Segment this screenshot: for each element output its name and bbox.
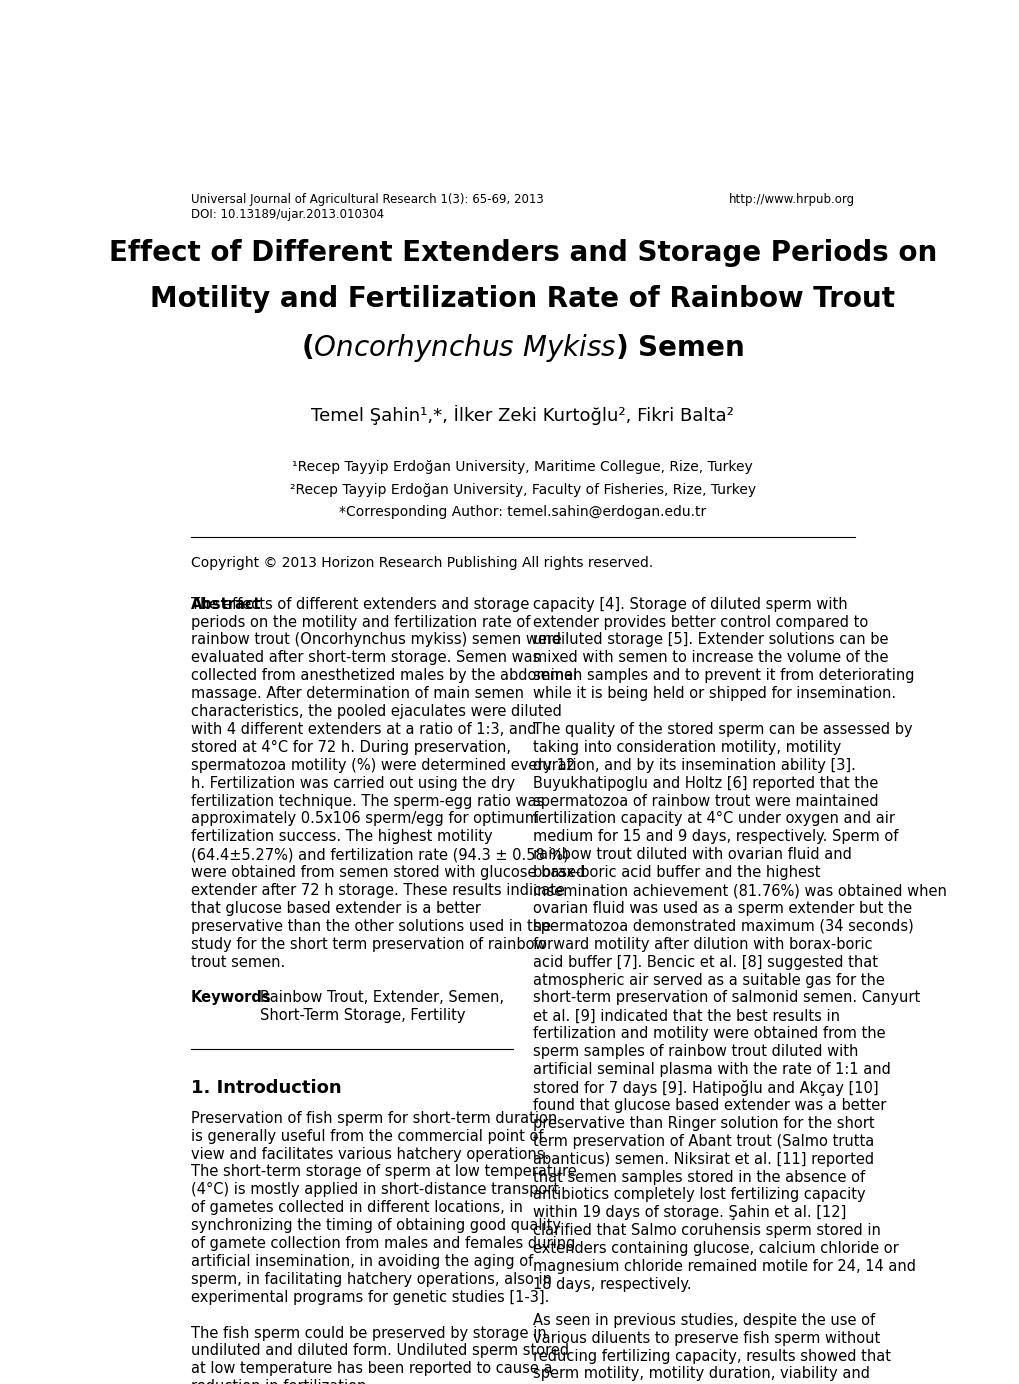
Text: stored for 7 days [9]. Hatipoğlu and Akçay [10]: stored for 7 days [9]. Hatipoğlu and Akç…	[532, 1080, 877, 1096]
Text: 1. Introduction: 1. Introduction	[191, 1078, 341, 1096]
Text: duration, and by its insemination ability [3].: duration, and by its insemination abilit…	[532, 758, 855, 772]
Text: taking into consideration motility, motility: taking into consideration motility, moti…	[532, 740, 840, 754]
Text: sperm samples of rainbow trout diluted with: sperm samples of rainbow trout diluted w…	[532, 1044, 857, 1059]
Text: with 4 different extenders at a ratio of 1:3, and: with 4 different extenders at a ratio of…	[191, 722, 536, 736]
Text: ($\mathbf{\it{Oncorhynchus\ Mykiss}}$) Semen: ($\mathbf{\it{Oncorhynchus\ Mykiss}}$) S…	[301, 332, 744, 364]
Text: capacity [4]. Storage of diluted sperm with: capacity [4]. Storage of diluted sperm w…	[532, 597, 847, 612]
Text: extenders containing glucose, calcium chloride or: extenders containing glucose, calcium ch…	[532, 1241, 898, 1257]
Text: Preservation of fish sperm for short-term duration: Preservation of fish sperm for short-ter…	[191, 1111, 556, 1125]
Text: various diluents to preserve fish sperm without: various diluents to preserve fish sperm …	[532, 1330, 879, 1345]
Text: that glucose based extender is a better: that glucose based extender is a better	[191, 901, 480, 916]
Text: *Corresponding Author: temel.sahin@erdogan.edu.tr: *Corresponding Author: temel.sahin@erdog…	[338, 505, 706, 519]
Text: view and facilitates various hatchery operations.: view and facilitates various hatchery op…	[191, 1146, 548, 1161]
Text: that semen samples stored in the absence of: that semen samples stored in the absence…	[532, 1169, 864, 1185]
Text: extender provides better control compared to: extender provides better control compare…	[532, 614, 867, 630]
Text: found that glucose based extender was a better: found that glucose based extender was a …	[532, 1098, 886, 1113]
Text: sperm motility, motility duration, viability and: sperm motility, motility duration, viabi…	[532, 1366, 869, 1381]
Text: mixed with semen to increase the volume of the: mixed with semen to increase the volume …	[532, 650, 888, 666]
Text: Universal Journal of Agricultural Research 1(3): 65-69, 2013
DOI: 10.13189/ujar.: Universal Journal of Agricultural Resear…	[191, 192, 543, 220]
Text: characteristics, the pooled ejaculates were diluted: characteristics, the pooled ejaculates w…	[191, 704, 561, 720]
Text: borax-boric acid buffer and the highest: borax-boric acid buffer and the highest	[532, 865, 819, 880]
Text: stored at 4°C for 72 h. During preservation,: stored at 4°C for 72 h. During preservat…	[191, 740, 511, 754]
Text: artificial insemination, in avoiding the aging of: artificial insemination, in avoiding the…	[191, 1254, 533, 1269]
Text: The effects of different extenders and storage: The effects of different extenders and s…	[191, 597, 529, 612]
Text: h. Fertilization was carried out using the dry: h. Fertilization was carried out using t…	[191, 775, 515, 790]
Text: term preservation of Abant trout (Salmo trutta: term preservation of Abant trout (Salmo …	[532, 1133, 873, 1149]
Text: acid buffer [7]. Bencic et al. [8] suggested that: acid buffer [7]. Bencic et al. [8] sugge…	[532, 955, 876, 970]
Text: study for the short term preservation of rainbow: study for the short term preservation of…	[191, 937, 546, 952]
Text: The short-term storage of sperm at low temperature: The short-term storage of sperm at low t…	[191, 1164, 576, 1179]
Text: fertilization capacity at 4°C under oxygen and air: fertilization capacity at 4°C under oxyg…	[532, 811, 894, 826]
Text: of gamete collection from males and females during: of gamete collection from males and fema…	[191, 1236, 575, 1251]
Text: Copyright © 2013 Horizon Research Publishing All rights reserved.: Copyright © 2013 Horizon Research Publis…	[191, 556, 652, 570]
Text: ¹Recep Tayyip Erdoğan University, Maritime Collegue, Rize, Turkey: ¹Recep Tayyip Erdoğan University, Mariti…	[292, 461, 752, 475]
Text: The fish sperm could be preserved by storage in: The fish sperm could be preserved by sto…	[191, 1326, 546, 1341]
Text: experimental programs for genetic studies [1-3].: experimental programs for genetic studie…	[191, 1290, 548, 1305]
Text: fertilization success. The highest motility: fertilization success. The highest motil…	[191, 829, 492, 844]
Text: insemination achievement (81.76%) was obtained when: insemination achievement (81.76%) was ob…	[532, 883, 946, 898]
Text: evaluated after short-term storage. Semen was: evaluated after short-term storage. Seme…	[191, 650, 540, 666]
Text: Abstract: Abstract	[191, 597, 261, 612]
Text: medium for 15 and 9 days, respectively. Sperm of: medium for 15 and 9 days, respectively. …	[532, 829, 897, 844]
Text: trout semen.: trout semen.	[191, 955, 284, 970]
Text: rainbow trout diluted with ovarian fluid and: rainbow trout diluted with ovarian fluid…	[532, 847, 851, 862]
Text: approximately 0.5x106 sperm/egg for optimum: approximately 0.5x106 sperm/egg for opti…	[191, 811, 538, 826]
Text: ²Recep Tayyip Erdoğan University, Faculty of Fisheries, Rize, Turkey: ²Recep Tayyip Erdoğan University, Facult…	[289, 483, 755, 497]
Text: artificial seminal plasma with the rate of 1:1 and: artificial seminal plasma with the rate …	[532, 1062, 890, 1077]
Text: reducing fertilizing capacity, results showed that: reducing fertilizing capacity, results s…	[532, 1348, 890, 1363]
Text: Short-Term Storage, Fertility: Short-Term Storage, Fertility	[260, 1008, 466, 1023]
Text: preservative than the other solutions used in the: preservative than the other solutions us…	[191, 919, 550, 934]
Text: of gametes collected in different locations, in: of gametes collected in different locati…	[191, 1200, 522, 1215]
Text: (4°C) is mostly applied in short-distance transport: (4°C) is mostly applied in short-distanc…	[191, 1182, 558, 1197]
Text: semen samples and to prevent it from deteriorating: semen samples and to prevent it from det…	[532, 668, 913, 684]
Text: clarified that Salmo coruhensis sperm stored in: clarified that Salmo coruhensis sperm st…	[532, 1223, 879, 1239]
Text: et al. [9] indicated that the best results in: et al. [9] indicated that the best resul…	[532, 1009, 839, 1023]
Text: extender after 72 h storage. These results indicate: extender after 72 h storage. These resul…	[191, 883, 565, 898]
Text: The quality of the stored sperm can be assessed by: The quality of the stored sperm can be a…	[532, 722, 911, 736]
Text: at low temperature has been reported to cause a: at low temperature has been reported to …	[191, 1362, 551, 1376]
Text: undiluted and diluted form. Undiluted sperm stored: undiluted and diluted form. Undiluted sp…	[191, 1344, 569, 1359]
Text: spermatozoa demonstrated maximum (34 seconds): spermatozoa demonstrated maximum (34 sec…	[532, 919, 912, 934]
Text: massage. After determination of main semen: massage. After determination of main sem…	[191, 686, 523, 702]
Text: Keywords: Keywords	[191, 990, 271, 1005]
Text: short-term preservation of salmonid semen. Canyurt: short-term preservation of salmonid seme…	[532, 991, 919, 1006]
Text: spermatozoa motility (%) were determined every 12: spermatozoa motility (%) were determined…	[191, 758, 575, 772]
Text: synchronizing the timing of obtaining good quality: synchronizing the timing of obtaining go…	[191, 1218, 560, 1233]
Text: preservative than Ringer solution for the short: preservative than Ringer solution for th…	[532, 1116, 873, 1131]
Text: Rainbow Trout, Extender, Semen,: Rainbow Trout, Extender, Semen,	[260, 990, 503, 1005]
Text: periods on the motility and fertilization rate of: periods on the motility and fertilizatio…	[191, 614, 530, 630]
Text: Motility and Fertilization Rate of Rainbow Trout: Motility and Fertilization Rate of Rainb…	[150, 285, 895, 313]
Text: were obtained from semen stored with glucose based: were obtained from semen stored with glu…	[191, 865, 585, 880]
Text: atmospheric air served as a suitable gas for the: atmospheric air served as a suitable gas…	[532, 973, 883, 988]
Text: magnesium chloride remained motile for 24, 14 and: magnesium chloride remained motile for 2…	[532, 1259, 915, 1275]
Text: Effect of Different Extenders and Storage Periods on: Effect of Different Extenders and Storag…	[108, 238, 936, 267]
Text: abanticus) semen. Niksirat et al. [11] reported: abanticus) semen. Niksirat et al. [11] r…	[532, 1151, 873, 1167]
Text: fertilization technique. The sperm-egg ratio was: fertilization technique. The sperm-egg r…	[191, 793, 543, 808]
Text: http://www.hrpub.org: http://www.hrpub.org	[728, 192, 854, 206]
Text: ovarian fluid was used as a sperm extender but the: ovarian fluid was used as a sperm extend…	[532, 901, 911, 916]
Text: reduction in fertilization: reduction in fertilization	[191, 1380, 366, 1384]
Text: within 19 days of storage. Şahin et al. [12]: within 19 days of storage. Şahin et al. …	[532, 1205, 845, 1221]
Text: Buyukhatipoglu and Holtz [6] reported that the: Buyukhatipoglu and Holtz [6] reported th…	[532, 775, 877, 790]
Text: is generally useful from the commercial point of: is generally useful from the commercial …	[191, 1128, 543, 1143]
Text: rainbow trout (Oncorhynchus mykiss) semen were: rainbow trout (Oncorhynchus mykiss) seme…	[191, 632, 560, 648]
Text: spermatozoa of rainbow trout were maintained: spermatozoa of rainbow trout were mainta…	[532, 793, 877, 808]
Text: forward motility after dilution with borax-boric: forward motility after dilution with bor…	[532, 937, 871, 952]
Text: undiluted storage [5]. Extender solutions can be: undiluted storage [5]. Extender solution…	[532, 632, 888, 648]
Text: 18 days, respectively.: 18 days, respectively.	[532, 1277, 691, 1291]
Text: collected from anesthetized males by the abdominal: collected from anesthetized males by the…	[191, 668, 577, 684]
Text: As seen in previous studies, despite the use of: As seen in previous studies, despite the…	[532, 1313, 874, 1327]
Text: fertilization and motility were obtained from the: fertilization and motility were obtained…	[532, 1027, 884, 1041]
Text: Temel Şahin¹,*, İlker Zeki Kurtoğlu², Fikri Balta²: Temel Şahin¹,*, İlker Zeki Kurtoğlu², Fi…	[311, 404, 734, 425]
Text: antibiotics completely lost fertilizing capacity: antibiotics completely lost fertilizing …	[532, 1187, 864, 1203]
Text: (64.4±5.27%) and fertilization rate (94.3 ± 0.58 %): (64.4±5.27%) and fertilization rate (94.…	[191, 847, 568, 862]
Text: while it is being held or shipped for insemination.: while it is being held or shipped for in…	[532, 686, 895, 702]
Text: sperm, in facilitating hatchery operations, also in: sperm, in facilitating hatchery operatio…	[191, 1272, 551, 1287]
